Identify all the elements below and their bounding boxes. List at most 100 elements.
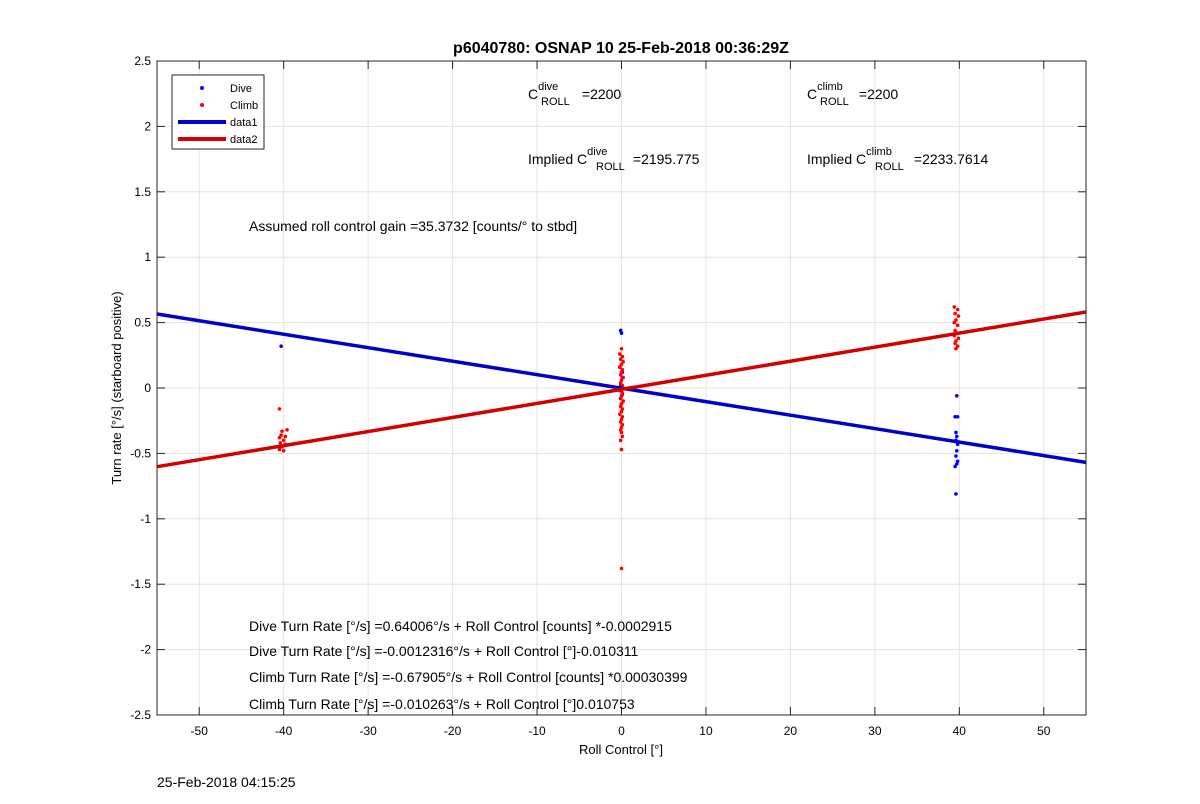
legend-marker-dive: [200, 86, 204, 90]
croll-dive-sup: dive: [538, 81, 558, 93]
climb-point: [619, 566, 624, 571]
y-tick-label: 1: [144, 250, 151, 264]
croll-climb-base: C: [807, 86, 817, 102]
dive-point: [954, 394, 959, 398]
climb-point: [277, 407, 282, 411]
climb-point: [954, 318, 958, 322]
climb-point: [952, 320, 957, 325]
legend-label-data2: data2: [230, 134, 258, 146]
implied-climb-sup: climb: [866, 146, 892, 158]
climb-degrees-equation: Climb Turn Rate [°/s] =-0.010263°/s + Ro…: [249, 696, 635, 712]
implied-dive-value: =2195.775: [629, 151, 700, 167]
dive-point: [954, 492, 958, 496]
climb-point: [955, 344, 960, 348]
y-tick-label: -2.5: [130, 708, 151, 722]
x-tick-label: 40: [953, 724, 967, 738]
climb-point: [618, 380, 623, 385]
climb-point: [618, 412, 622, 416]
dive-point: [954, 448, 959, 453]
y-tick-label: 2.5: [134, 54, 151, 68]
chart-title: p6040780: OSNAP 10 25-Feb-2018 00:36:29Z: [453, 40, 789, 57]
implied-dive-sub: ROLL: [596, 161, 625, 173]
climb-point: [954, 346, 958, 351]
climb-point: [621, 360, 625, 364]
x-tick-label: -10: [528, 724, 546, 738]
dive-point: [279, 344, 283, 348]
legend-box: [171, 74, 265, 150]
climb-point: [619, 430, 624, 435]
y-axis-label: Turn rate [°/s] (starboard positive): [109, 291, 124, 484]
climb-point: [955, 307, 960, 312]
y-tick-label: 2: [144, 119, 151, 133]
croll-dive-annotation: Cdive ROLL =2200: [528, 81, 621, 108]
climb-point: [620, 434, 625, 439]
dive-point: [954, 430, 958, 435]
dive-degrees-equation: Dive Turn Rate [°/s] =-0.0012316°/s + Ro…: [249, 643, 639, 659]
croll-climb-annotation: Cclimb ROLL =2200: [807, 81, 898, 108]
climb-point: [278, 441, 283, 445]
dive-point: [954, 462, 959, 466]
croll-climb-value: =2200: [855, 86, 898, 102]
climb-point: [953, 341, 957, 346]
y-tick-label: 0: [144, 381, 151, 395]
dive-point: [953, 414, 957, 419]
y-tick-label: 1.5: [134, 185, 151, 199]
x-tick-label: 10: [699, 724, 713, 738]
y-tick-label: -1.5: [130, 577, 151, 591]
legend-marker-climb: [200, 103, 204, 107]
dive-point: [955, 414, 960, 419]
x-tick-label: 50: [1037, 724, 1051, 738]
implied-climb-prefix: Implied C: [807, 151, 866, 167]
fit-lines: [156, 310, 1087, 469]
implied-dive-prefix: Implied C: [528, 151, 587, 167]
climb-point: [618, 438, 623, 443]
x-axis-label: Roll Control [°]: [579, 742, 663, 757]
climb-counts-equation: Climb Turn Rate [°/s] =-0.67905°/s + Rol…: [249, 669, 688, 685]
x-tick-label: -40: [275, 724, 293, 738]
implied-dive-sup: dive: [587, 146, 607, 158]
data2-fit-line: [156, 310, 1087, 469]
climb-point: [956, 314, 961, 318]
dive-counts-equation: Dive Turn Rate [°/s] =0.64006°/s + Roll …: [249, 618, 672, 634]
climb-point: [281, 438, 286, 443]
x-tick-label: 30: [868, 724, 882, 738]
climb-point: [618, 373, 623, 377]
climb-point: [280, 429, 284, 433]
croll-climb-sub: ROLL: [820, 96, 849, 108]
climb-point: [618, 352, 622, 356]
climb-point: [620, 354, 625, 359]
climb-point: [955, 323, 960, 328]
data-points: [277, 305, 961, 571]
legend-label-climb: Climb: [230, 100, 258, 112]
croll-dive-sub: ROLL: [541, 96, 570, 108]
croll-dive-base: C: [528, 86, 538, 102]
climb-point: [618, 396, 623, 401]
x-tick-label: 20: [784, 724, 798, 738]
x-tick-label: -30: [359, 724, 377, 738]
climb-point: [956, 336, 961, 341]
legend-label-dive: Dive: [230, 83, 252, 95]
climb-point: [952, 305, 957, 309]
gain-annotation: Assumed roll control gain =35.3732 [coun…: [249, 218, 577, 234]
climb-point: [618, 404, 623, 409]
implied-climb-annotation: Implied Cclimb ROLL =2233.7614: [807, 146, 988, 173]
climb-point: [619, 409, 624, 414]
climb-point: [953, 311, 957, 316]
y-tick-label: -0.5: [130, 446, 151, 460]
climb-point: [619, 346, 624, 351]
legend-label-data1: data1: [230, 117, 258, 129]
dive-point: [953, 464, 957, 469]
y-tick-label: -1: [140, 512, 151, 526]
dive-point: [954, 454, 958, 458]
climb-point: [279, 433, 283, 437]
climb-point: [621, 399, 625, 403]
climb-point: [619, 447, 624, 452]
croll-climb-sup: climb: [817, 81, 843, 93]
climb-point: [277, 435, 282, 440]
implied-climb-value: =2233.7614: [910, 151, 988, 167]
climb-point: [619, 362, 624, 367]
x-tick-label: -50: [191, 724, 209, 738]
dive-point: [954, 434, 959, 439]
legend: Dive Climb data1 data2: [171, 74, 265, 150]
